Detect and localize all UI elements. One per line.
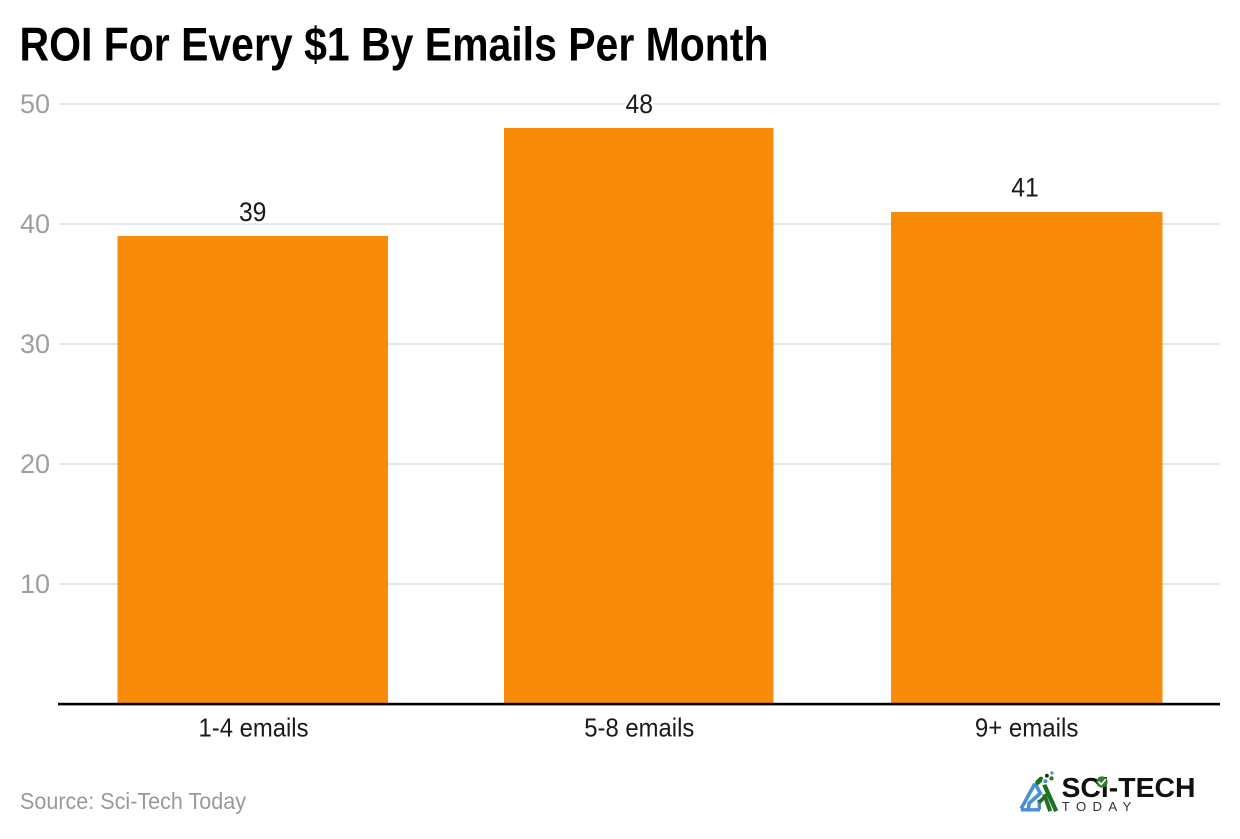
- svg-text:1-4 emails: 1-4 emails: [199, 712, 309, 742]
- svg-text:5-8 emails: 5-8 emails: [584, 712, 694, 742]
- svg-text:Source: Sci-Tech Today: Source: Sci-Tech Today: [20, 788, 246, 814]
- svg-text:10: 10: [20, 569, 50, 599]
- svg-text:SCi-TECH: SCi-TECH: [1062, 772, 1196, 803]
- svg-text:39: 39: [239, 197, 267, 227]
- svg-text:TODAY: TODAY: [1062, 799, 1136, 814]
- svg-text:9+ emails: 9+ emails: [975, 712, 1079, 742]
- svg-text:30: 30: [20, 329, 50, 359]
- svg-text:50: 50: [20, 89, 50, 119]
- svg-text:ROI For Every $1 By Emails Per: ROI For Every $1 By Emails Per Month: [20, 18, 769, 71]
- svg-text:48: 48: [626, 89, 654, 119]
- svg-text:20: 20: [20, 449, 50, 479]
- svg-text:40: 40: [20, 209, 50, 239]
- svg-text:41: 41: [1011, 173, 1039, 203]
